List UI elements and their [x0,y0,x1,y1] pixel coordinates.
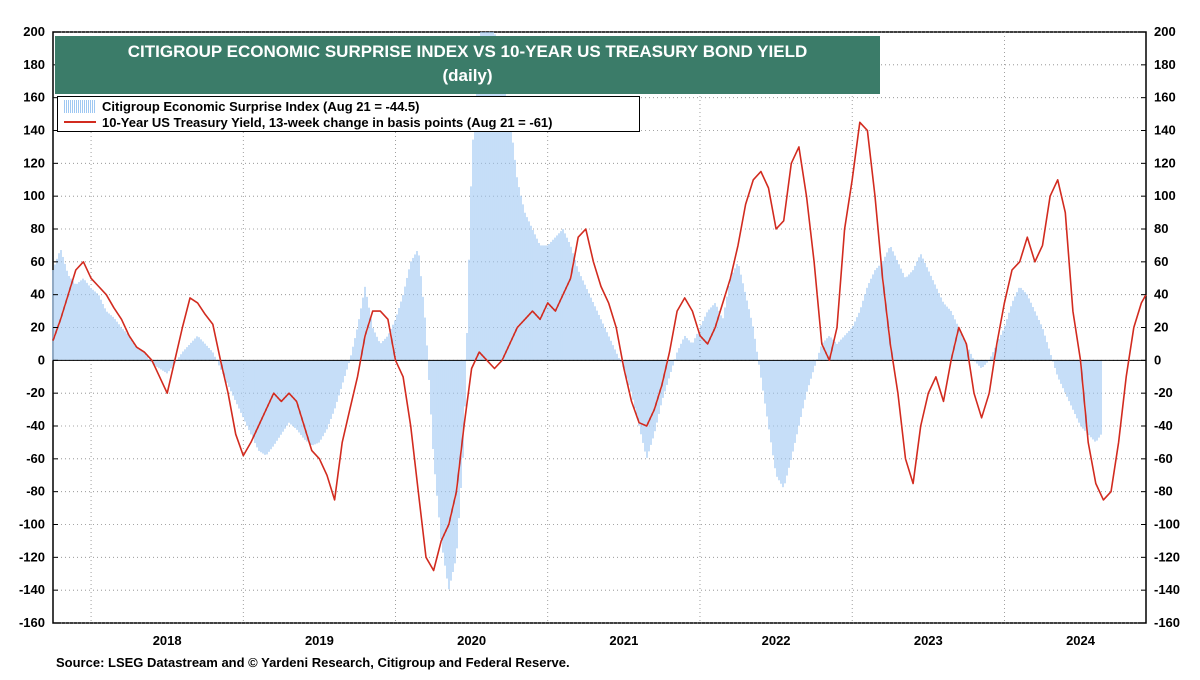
chart-subtitle: (daily) [442,66,493,85]
x-tick-label: 2021 [609,633,638,648]
y-tick-left: 0 [38,352,45,367]
y-tick-right: 20 [1154,320,1168,335]
y-tick-left: 140 [23,123,45,138]
legend-item-treasury-yield: 10-Year US Treasury Yield, 13-week chang… [64,114,553,130]
y-tick-right: -100 [1154,517,1180,532]
y-tick-left: 80 [31,221,45,236]
y-tick-left: 20 [31,320,45,335]
legend-item-surprise-index: Citigroup Economic Surprise Index (Aug 2… [64,98,419,114]
y-tick-left: 180 [23,57,45,72]
y-tick-left: 120 [23,155,45,170]
y-tick-right: 180 [1154,57,1176,72]
y-tick-right: 120 [1154,155,1176,170]
y-tick-left: -40 [26,418,45,433]
grid [53,31,1146,624]
x-axis: 2018 2019 2020 2021 2022 2023 2024 [153,633,1096,648]
legend: Citigroup Economic Surprise Index (Aug 2… [57,96,640,132]
y-tick-left: -120 [19,549,45,564]
y-tick-right: 140 [1154,123,1176,138]
y-tick-right: -20 [1154,385,1173,400]
x-tick-label: 2022 [762,633,791,648]
legend-label-treasury-yield: 10-Year US Treasury Yield, 13-week chang… [102,114,553,130]
y-tick-right: -160 [1154,615,1180,630]
y-tick-left: 60 [31,254,45,269]
x-tick-label: 2023 [914,633,943,648]
y-tick-right: 160 [1154,90,1176,105]
y-tick-left: -60 [26,451,45,466]
y-tick-left: 100 [23,188,45,203]
y-tick-right: -120 [1154,549,1180,564]
y-tick-left: -140 [19,582,45,597]
y-tick-right: -40 [1154,418,1173,433]
y-tick-right: -80 [1154,484,1173,499]
x-tick-label: 2020 [457,633,486,648]
legend-swatch-line [64,121,96,123]
treasury-yield-path [52,121,1147,572]
y-tick-left: -80 [26,484,45,499]
x-tick-label: 2018 [153,633,182,648]
y-tick-right: 80 [1154,221,1168,236]
y-tick-right: 0 [1154,352,1161,367]
x-tick-label: 2019 [305,633,334,648]
y-tick-left: 40 [31,287,45,302]
y-tick-right: -140 [1154,582,1180,597]
y-tick-left: -160 [19,615,45,630]
y-axis-left: 200180160140120100806040200-20-40-60-80-… [19,24,58,630]
y-tick-right: 100 [1154,188,1176,203]
treasury-yield-line [52,121,1147,572]
y-tick-left: -100 [19,517,45,532]
x-tick-label: 2024 [1066,633,1096,648]
y-tick-right: 60 [1154,254,1168,269]
legend-swatch-area [64,99,96,113]
y-tick-right: 200 [1154,24,1176,39]
chart-title-box: CITIGROUP ECONOMIC SURPRISE INDEX VS 10-… [55,36,880,94]
y-tick-right: 40 [1154,287,1168,302]
y-tick-right: -60 [1154,451,1173,466]
y-tick-left: 160 [23,90,45,105]
y-tick-left: 200 [23,24,45,39]
y-axis-right: 200180160140120100806040200-20-40-60-80-… [1141,24,1180,630]
chart-title: CITIGROUP ECONOMIC SURPRISE INDEX VS 10-… [127,42,808,61]
legend-label-surprise-index: Citigroup Economic Surprise Index (Aug 2… [102,98,420,114]
source-note: Source: LSEG Datastream and © Yardeni Re… [56,655,570,670]
y-tick-left: -20 [26,385,45,400]
